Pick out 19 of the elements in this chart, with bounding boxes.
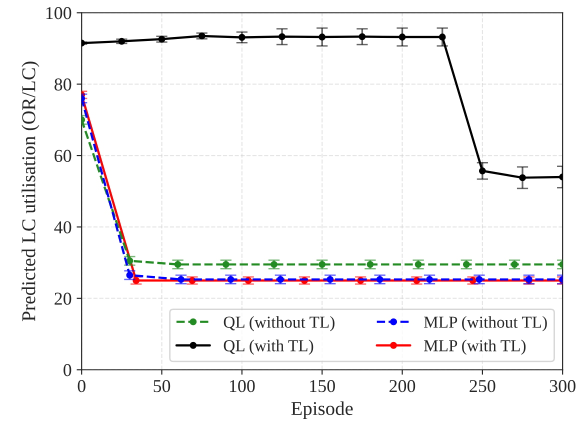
x-tick-label: 50 bbox=[154, 380, 170, 392]
y-tick-label: 80 bbox=[54, 78, 72, 91]
y-tick-label: 20 bbox=[54, 292, 72, 305]
x-tick-label: 300 bbox=[550, 380, 576, 392]
legend-label: QL (without TL) bbox=[224, 316, 334, 332]
x-tick-label: 100 bbox=[230, 380, 255, 392]
x-tick-label: 0 bbox=[78, 380, 86, 392]
x-tick-label: 200 bbox=[390, 380, 416, 392]
x-tick-label: 150 bbox=[310, 380, 335, 392]
legend-label: QL (with TL) bbox=[224, 340, 314, 355]
legend-label: MLP (without TL) bbox=[424, 316, 547, 332]
x-axis-title: Episode bbox=[291, 401, 353, 420]
y-tick-label: 100 bbox=[46, 7, 72, 20]
legend-label: MLP (with TL) bbox=[424, 340, 526, 355]
y-axis-title: Predicted LC utilisation (OR/LC) bbox=[22, 62, 40, 322]
y-tick-label: 40 bbox=[54, 221, 72, 234]
y-tick-label: 0 bbox=[64, 364, 72, 376]
x-tick-label: 250 bbox=[470, 380, 496, 392]
y-tick-label: 60 bbox=[54, 150, 72, 162]
